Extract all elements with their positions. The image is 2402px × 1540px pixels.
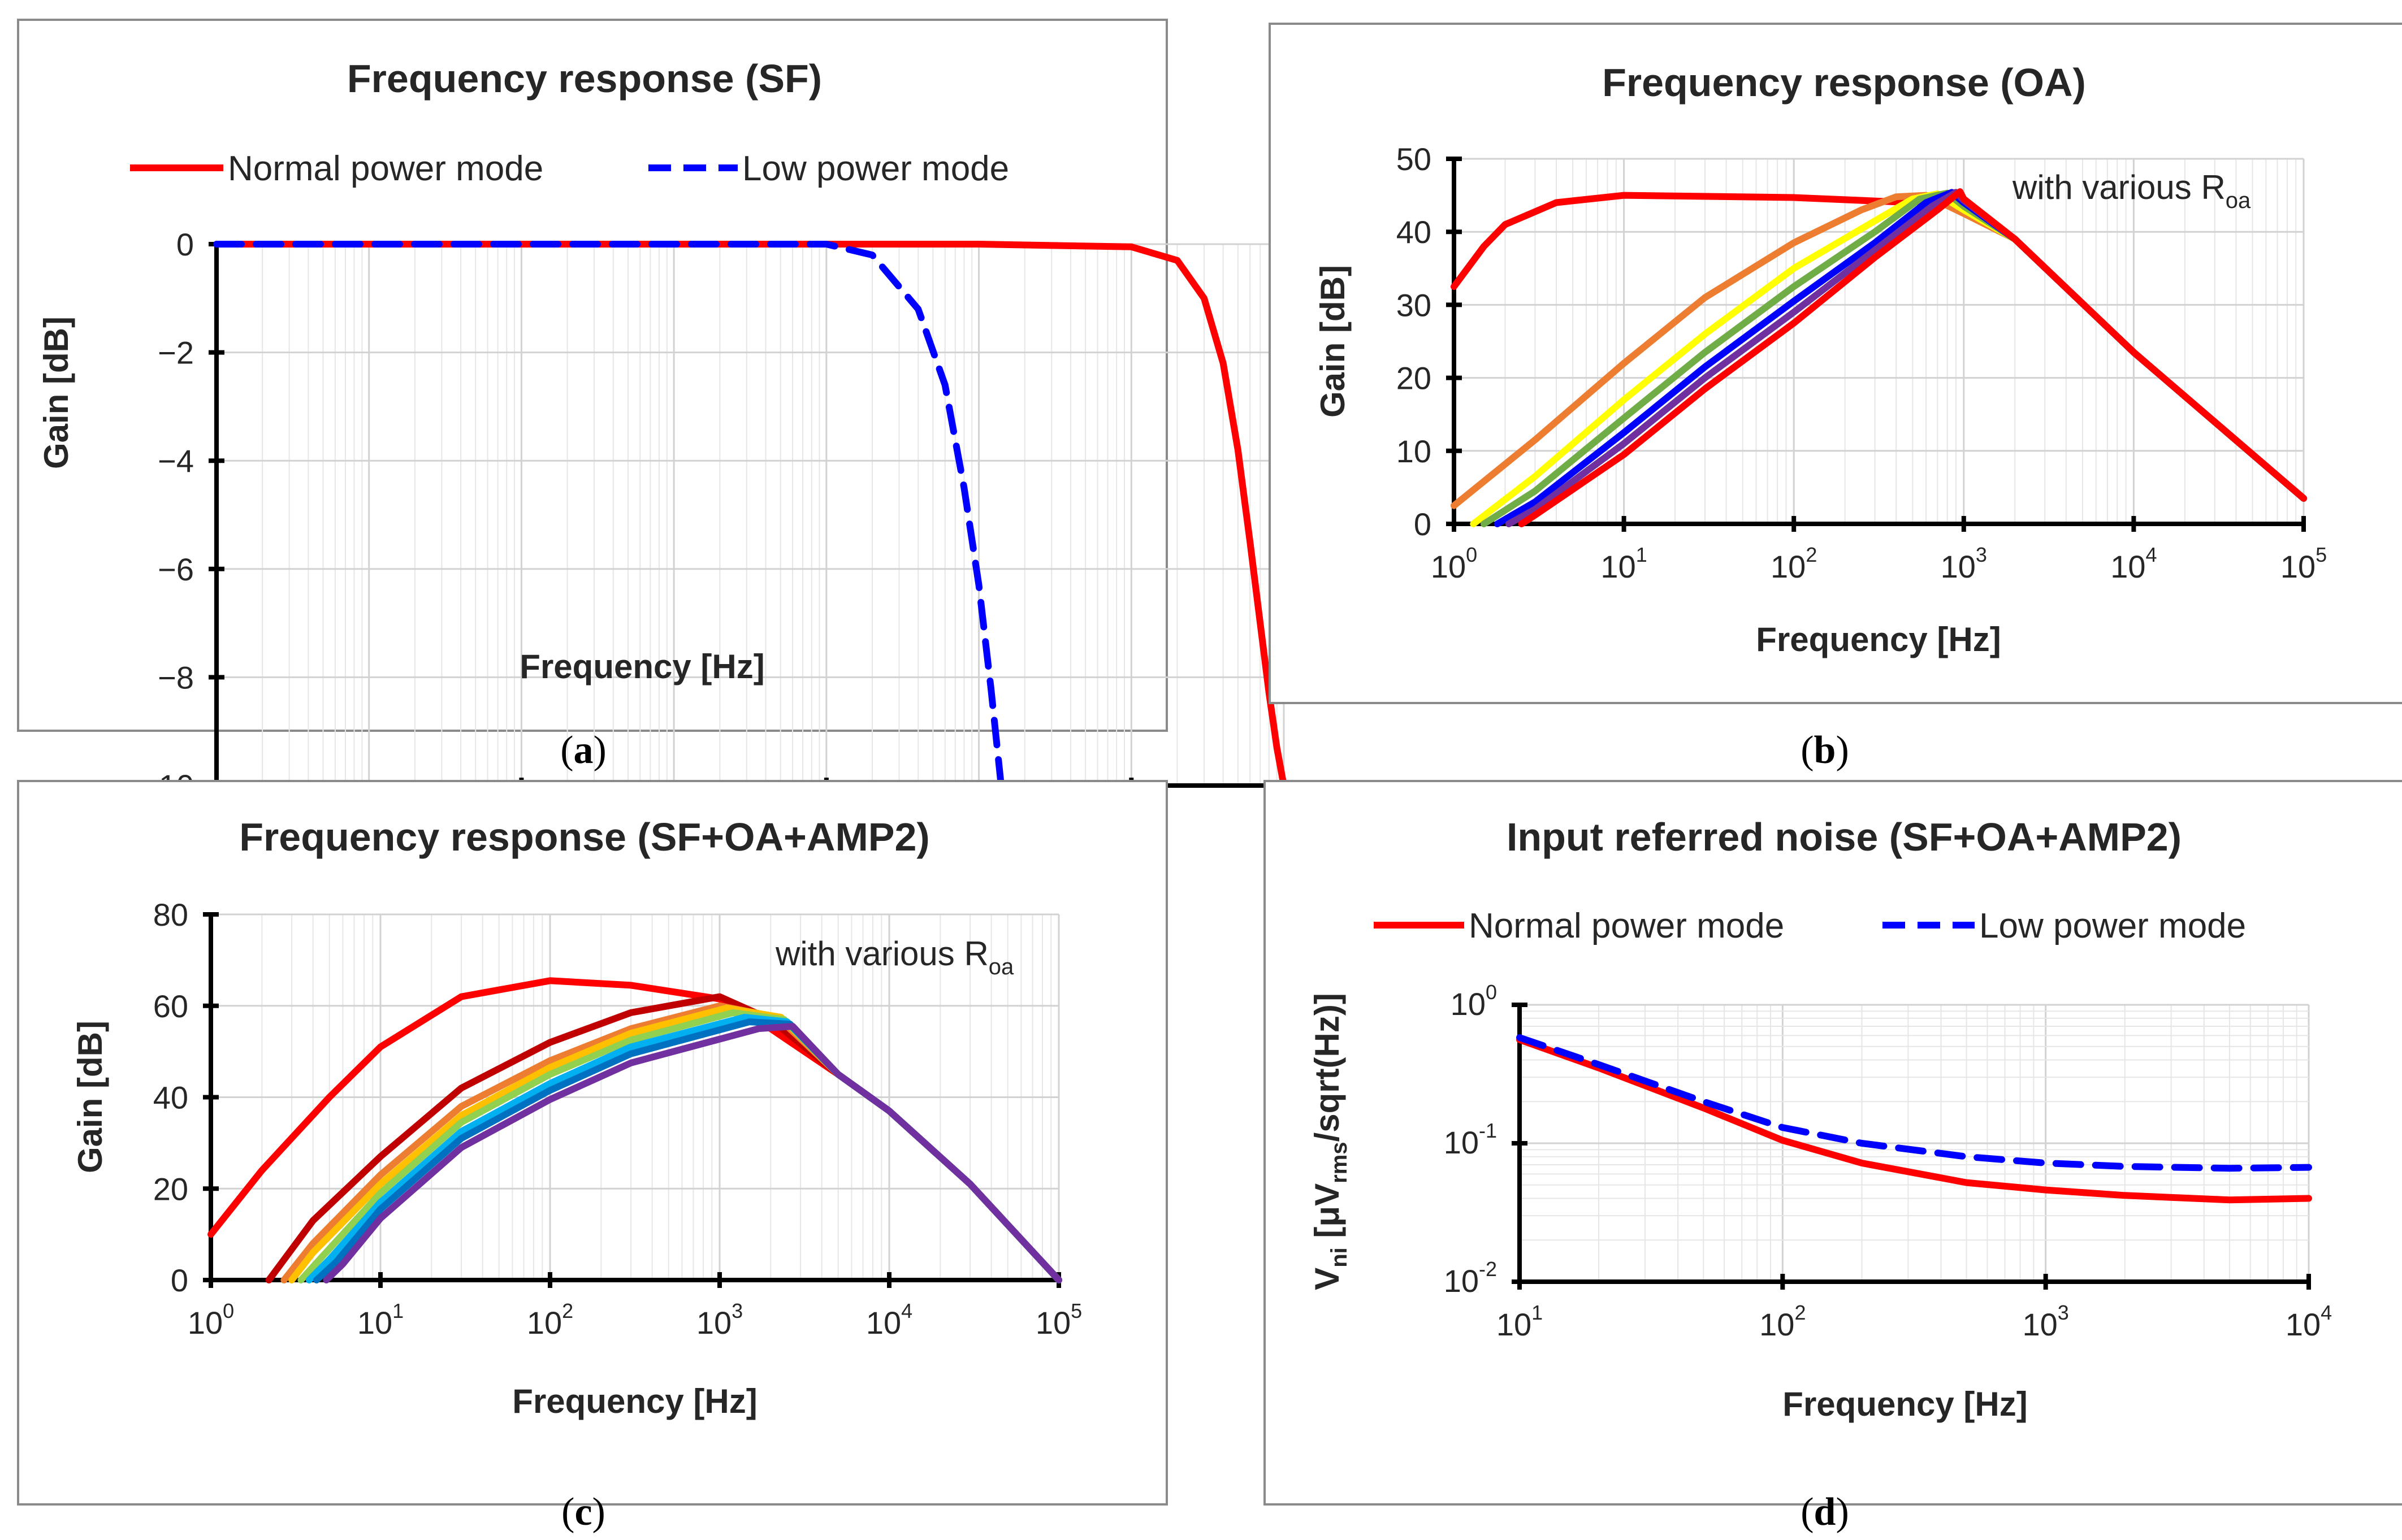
series-line-2	[1516, 1034, 2312, 1172]
legend-label: Low power mode	[742, 149, 1009, 188]
panel-c: 100 101 102 103 104 105 0 20 40 60 80 Frequency res…	[17, 780, 1168, 1534]
x-tick-label: 104	[866, 1299, 912, 1341]
y-tick-label: 40	[1396, 214, 1431, 250]
x-tick-label: 104	[2110, 543, 2157, 584]
x-tick-label: 103	[696, 1299, 743, 1341]
chart-title: Frequency response (SF)	[347, 57, 822, 101]
axes: 101 102 103 104 100 10-1 10-2	[1444, 981, 2332, 1342]
x-tick-label: 101	[357, 1299, 404, 1341]
legend-label: Normal power mode	[1469, 906, 1784, 945]
y-tick-label: 0	[171, 1263, 188, 1298]
y-tick-label: −6	[158, 552, 194, 587]
annotation: with various Roa	[2012, 168, 2251, 213]
y-tick-label: −8	[158, 660, 194, 695]
y-tick-label: 10	[1396, 433, 1431, 469]
x-tick-label: 102	[1771, 543, 1817, 584]
y-tick-label: 40	[153, 1080, 188, 1116]
x-axis-label: Frequency [Hz]	[520, 648, 764, 686]
panel-d: 101 102 103 104 100 10-1 10-2 Input referred no…	[1263, 780, 2402, 1534]
y-axis-label: Gain [dB]	[71, 1021, 109, 1173]
series-group	[207, 977, 1062, 1283]
series-line-2	[213, 241, 1005, 789]
chart-title: Frequency response (SF+OA+AMP2)	[239, 815, 929, 859]
y-tick-label: 50	[1396, 141, 1431, 177]
x-tick-label: 103	[1941, 543, 1987, 584]
grid	[215, 243, 1285, 787]
panel-a: 1001021041060−2−4−6−8−10Frequency respon…	[17, 19, 1287, 846]
y-axis-label: Vni [μVrms/sqrt(Hz)]	[1308, 993, 1352, 1290]
series-line-1	[1516, 1036, 2312, 1204]
grid	[1518, 1004, 2310, 1283]
annotation: with various Roa	[775, 935, 1014, 979]
x-tick-label: 103	[2023, 1301, 2069, 1342]
chart-frame	[1269, 23, 2402, 704]
x-tick-label: 101	[1600, 543, 1647, 584]
legend-label: Normal power mode	[228, 149, 543, 188]
chart-title: Input referred noise (SF+OA+AMP2)	[1507, 815, 2182, 859]
series-group	[1451, 188, 2307, 527]
x-tick-label: 102	[1759, 1301, 1806, 1342]
y-tick-label: 20	[1396, 361, 1431, 396]
y-axis-label: Gain [dB]	[1314, 265, 1352, 418]
panel-caption: (a)	[560, 728, 607, 772]
x-tick-label: 100	[1431, 543, 1477, 584]
axes: 100 101 102 103 104 105 0 10 20 30 40 50	[1396, 141, 2327, 584]
panel-caption: (c)	[561, 1490, 605, 1534]
series-line-7	[1518, 188, 2307, 527]
y-tick-label: 60	[153, 988, 188, 1024]
y-axis-label: Gain [dB]	[37, 316, 75, 469]
axes: 100 101 102 103 104 105 0 20 40 60 80	[153, 897, 1082, 1341]
x-tick-label: 104	[2286, 1301, 2332, 1342]
chart-frame	[17, 19, 1168, 732]
x-tick-label: 102	[527, 1299, 573, 1341]
x-tick-label: 101	[1496, 1301, 1543, 1342]
y-tick-label: 100	[1451, 981, 1497, 1022]
y-tick-label: 10-1	[1444, 1119, 1497, 1160]
x-tick-label: 105	[2280, 543, 2327, 584]
legend: Normal power mode Low power mode	[1374, 906, 2246, 945]
x-tick-label: 100	[188, 1299, 234, 1341]
y-tick-label: 20	[153, 1171, 188, 1207]
chart-title: Frequency response (OA)	[1602, 60, 2086, 105]
legend-label: Low power mode	[1979, 906, 2246, 945]
y-tick-label: −4	[158, 443, 194, 479]
x-axis-label: Frequency [Hz]	[512, 1382, 757, 1420]
panel-caption: (d)	[1801, 1490, 1849, 1534]
x-axis-label: Frequency [Hz]	[1782, 1385, 2027, 1423]
series-line-8	[323, 1023, 1062, 1283]
y-tick-label: 10-2	[1444, 1257, 1497, 1299]
y-tick-label: 0	[176, 227, 194, 262]
y-tick-label: 30	[1396, 287, 1431, 323]
panel-caption: (b)	[1801, 728, 1849, 772]
x-axis-label: Frequency [Hz]	[1756, 621, 2001, 658]
legend: Normal power mode Low power mode	[130, 149, 1009, 188]
panel-b: 100 101 102 103 104 105 0 10 20 30 40 50 Frequency r…	[1269, 23, 2402, 772]
series-group	[1516, 1034, 2312, 1204]
x-tick-label: 105	[1036, 1299, 1082, 1341]
y-tick-label: 0	[1414, 506, 1431, 542]
y-tick-label: −2	[158, 335, 194, 371]
y-tick-label: 80	[153, 897, 188, 932]
